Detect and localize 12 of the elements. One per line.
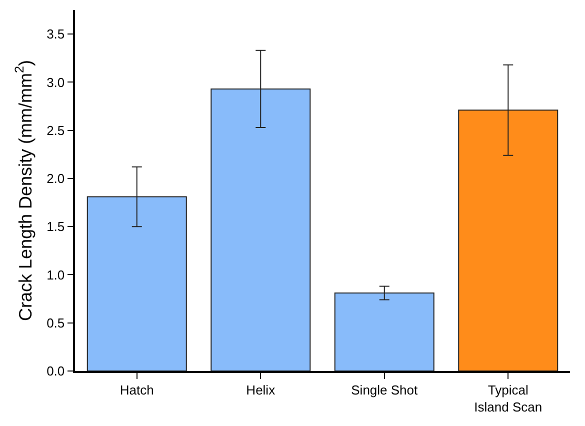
y-tick-label: 1.5 [46, 219, 65, 234]
y-tick-label: 2.5 [46, 122, 65, 138]
x-tick-label: Helix [246, 382, 276, 398]
x-tick-label: Single Shot [351, 382, 418, 398]
y-tick-label: 1.0 [46, 267, 65, 282]
y-tick-label: 2.0 [46, 171, 65, 186]
y-tick-label: 3.5 [46, 26, 65, 42]
x-tick-label: Typical Island Scan [474, 382, 542, 414]
y-tick-label: 0.0 [46, 364, 65, 379]
x-tick-label: Hatch [120, 382, 154, 398]
y-tick-label: 0.5 [46, 315, 65, 330]
y-tick-label: 3.0 [46, 74, 65, 90]
